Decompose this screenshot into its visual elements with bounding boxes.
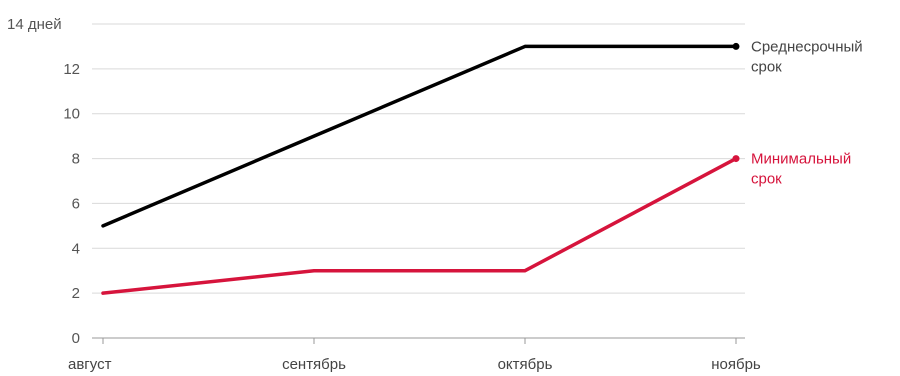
y-tick-label: 4	[72, 240, 80, 257]
x-axis: август сентябрь октябрь ноябрь	[68, 338, 761, 373]
x-tick-label: ноябрь	[711, 356, 761, 373]
y-axis: 0 2 4 6 8 10 12 14 дней	[7, 16, 80, 347]
series-lines	[101, 42, 740, 295]
x-tick-label: сентябрь	[282, 356, 346, 373]
series-line	[101, 156, 738, 295]
x-tick-label: август	[68, 356, 112, 373]
series-label: Среднесрочный	[751, 38, 863, 55]
y-tick-label: 12	[63, 61, 80, 78]
y-tick-label: 10	[63, 106, 80, 123]
series-label: Минимальный	[751, 151, 851, 168]
series-point	[523, 269, 527, 273]
series-line	[101, 44, 738, 228]
y-tick-label: 8	[72, 151, 80, 168]
series-labels: Среднесрочный срок Минимальный срок	[751, 38, 863, 187]
series-point	[101, 291, 105, 295]
series-end-point	[732, 155, 740, 163]
series-point	[101, 224, 105, 228]
series-end-point	[732, 42, 740, 50]
series-point	[312, 134, 316, 138]
x-tick-label: октябрь	[498, 356, 553, 373]
y-tick-label: 6	[72, 195, 80, 212]
y-tick-label: 0	[72, 330, 80, 347]
grid	[92, 23, 745, 339]
y-tick-label: 14 дней	[7, 16, 62, 33]
series-point	[523, 44, 527, 48]
series-point	[312, 269, 316, 273]
series-label: срок	[751, 171, 782, 188]
series-label: срок	[751, 58, 782, 75]
y-tick-label: 2	[72, 285, 80, 302]
